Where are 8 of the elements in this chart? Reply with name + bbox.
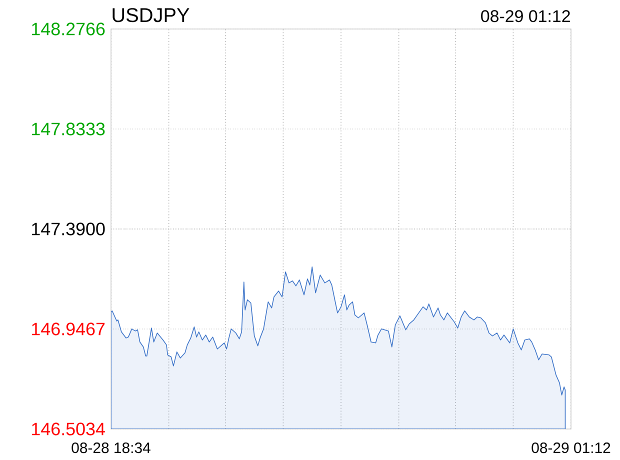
- y-tick-label: 146.5034: [32, 422, 105, 436]
- chart-title: USDJPY: [112, 8, 190, 22]
- x-tick-label: 08-28 18:34: [72, 442, 150, 454]
- y-tick-label: 146.9467: [32, 322, 105, 336]
- y-tick-label: 147.8333: [32, 122, 105, 136]
- y-tick-label: 147.3900: [32, 222, 105, 236]
- chart-subtitle: 08-29 01:12: [481, 10, 570, 22]
- y-tick-label: 148.2766: [32, 22, 105, 36]
